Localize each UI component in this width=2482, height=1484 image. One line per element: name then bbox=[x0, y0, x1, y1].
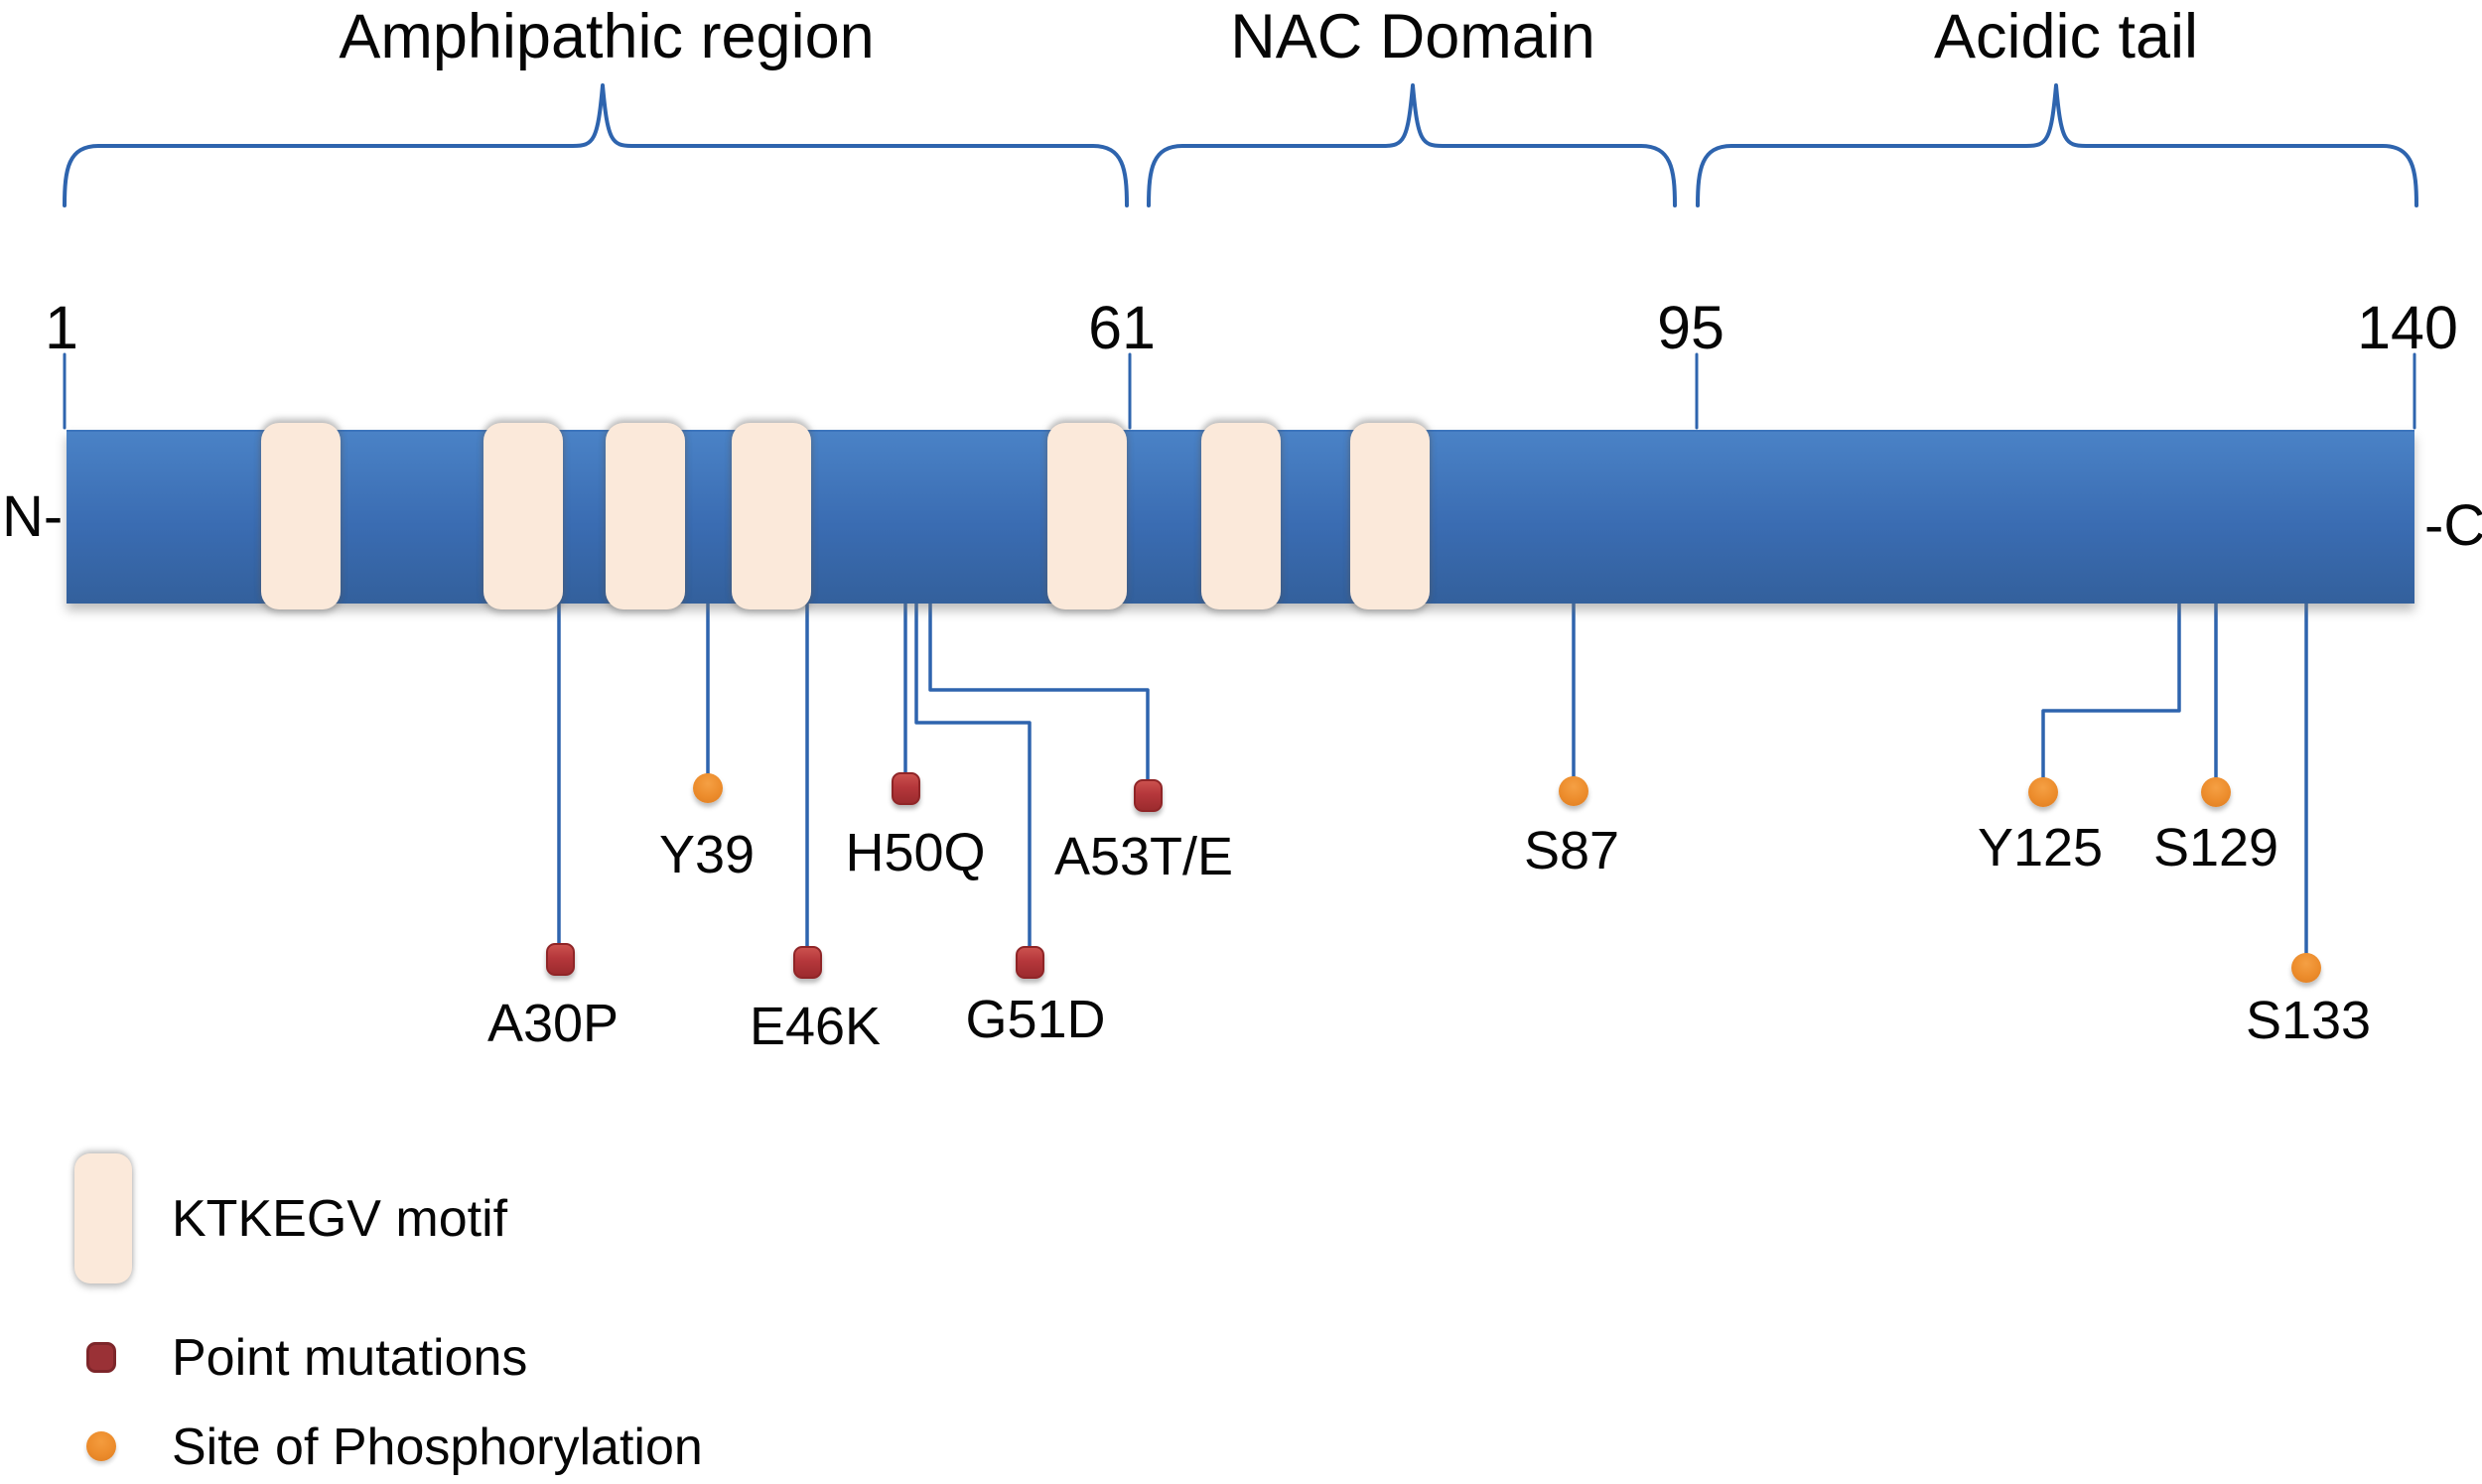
leader-g51d bbox=[914, 600, 1032, 948]
site-label-s87: S87 bbox=[1523, 821, 1620, 880]
legend-label-site-of-phosphorylation: Site of Phosphorylation bbox=[172, 1418, 703, 1476]
leader-a53te bbox=[928, 600, 1150, 781]
site-label-s133: S133 bbox=[2245, 991, 2372, 1050]
ktkegv-motif-block bbox=[1201, 423, 1281, 609]
ktkegv-motif-block bbox=[483, 423, 563, 609]
region-title-nac-domain: NAC Domain bbox=[1230, 2, 1595, 71]
site-label-e46k: E46K bbox=[749, 997, 882, 1056]
brace-amphipathic-region bbox=[63, 83, 1129, 207]
point-mutation-marker-g51d bbox=[1016, 946, 1044, 979]
point-mutation-marker-e46k bbox=[793, 946, 822, 979]
site-label-a53te: A53T/E bbox=[1053, 827, 1234, 886]
legend-swatch-ktkegv-motif bbox=[74, 1153, 132, 1283]
ktkegv-motif-block bbox=[606, 423, 685, 609]
c-terminus-label: -C bbox=[2424, 493, 2482, 558]
ktkegv-motif-block bbox=[1047, 423, 1127, 609]
residue-number-1: 1 bbox=[45, 294, 78, 361]
site-label-y39: Y39 bbox=[658, 825, 756, 884]
point-mutation-marker-h50q bbox=[892, 772, 920, 805]
phosphorylation-marker-y39 bbox=[693, 773, 723, 803]
legend-label-ktkegv-motif: KTKEGV motif bbox=[172, 1190, 508, 1248]
leader-y125 bbox=[2041, 600, 2181, 781]
legend-label-point-mutations: Point mutations bbox=[172, 1329, 528, 1387]
region-title-amphipathic: Amphipathic region bbox=[339, 2, 875, 71]
n-terminus-label: N- bbox=[2, 484, 64, 549]
site-label-a30p: A30P bbox=[486, 994, 620, 1053]
site-label-y125: Y125 bbox=[1977, 818, 2104, 877]
ktkegv-motif-block bbox=[732, 423, 811, 609]
site-label-h50q: H50Q bbox=[845, 823, 986, 882]
phosphorylation-marker-s129 bbox=[2201, 777, 2231, 807]
legend-swatch-point-mutation bbox=[86, 1342, 116, 1373]
brace-nac-domain bbox=[1147, 83, 1677, 207]
residue-number-61: 61 bbox=[1088, 294, 1156, 361]
residue-number-140: 140 bbox=[2357, 294, 2458, 361]
residue-number-95: 95 bbox=[1657, 294, 1724, 361]
site-label-s129: S129 bbox=[2152, 818, 2279, 877]
region-title-acidic-tail: Acidic tail bbox=[1933, 2, 2199, 71]
brace-acidic-tail bbox=[1696, 83, 2418, 207]
phosphorylation-marker-y125 bbox=[2028, 777, 2058, 807]
point-mutation-marker-a30p bbox=[546, 943, 575, 976]
phosphorylation-marker-s133 bbox=[2291, 953, 2321, 983]
ktkegv-motif-block bbox=[261, 423, 341, 609]
ktkegv-motif-block bbox=[1350, 423, 1430, 609]
legend-swatch-phosphorylation bbox=[86, 1431, 116, 1461]
point-mutation-marker-a53te bbox=[1134, 779, 1163, 812]
site-label-g51d: G51D bbox=[965, 990, 1106, 1049]
phosphorylation-marker-s87 bbox=[1559, 776, 1588, 806]
